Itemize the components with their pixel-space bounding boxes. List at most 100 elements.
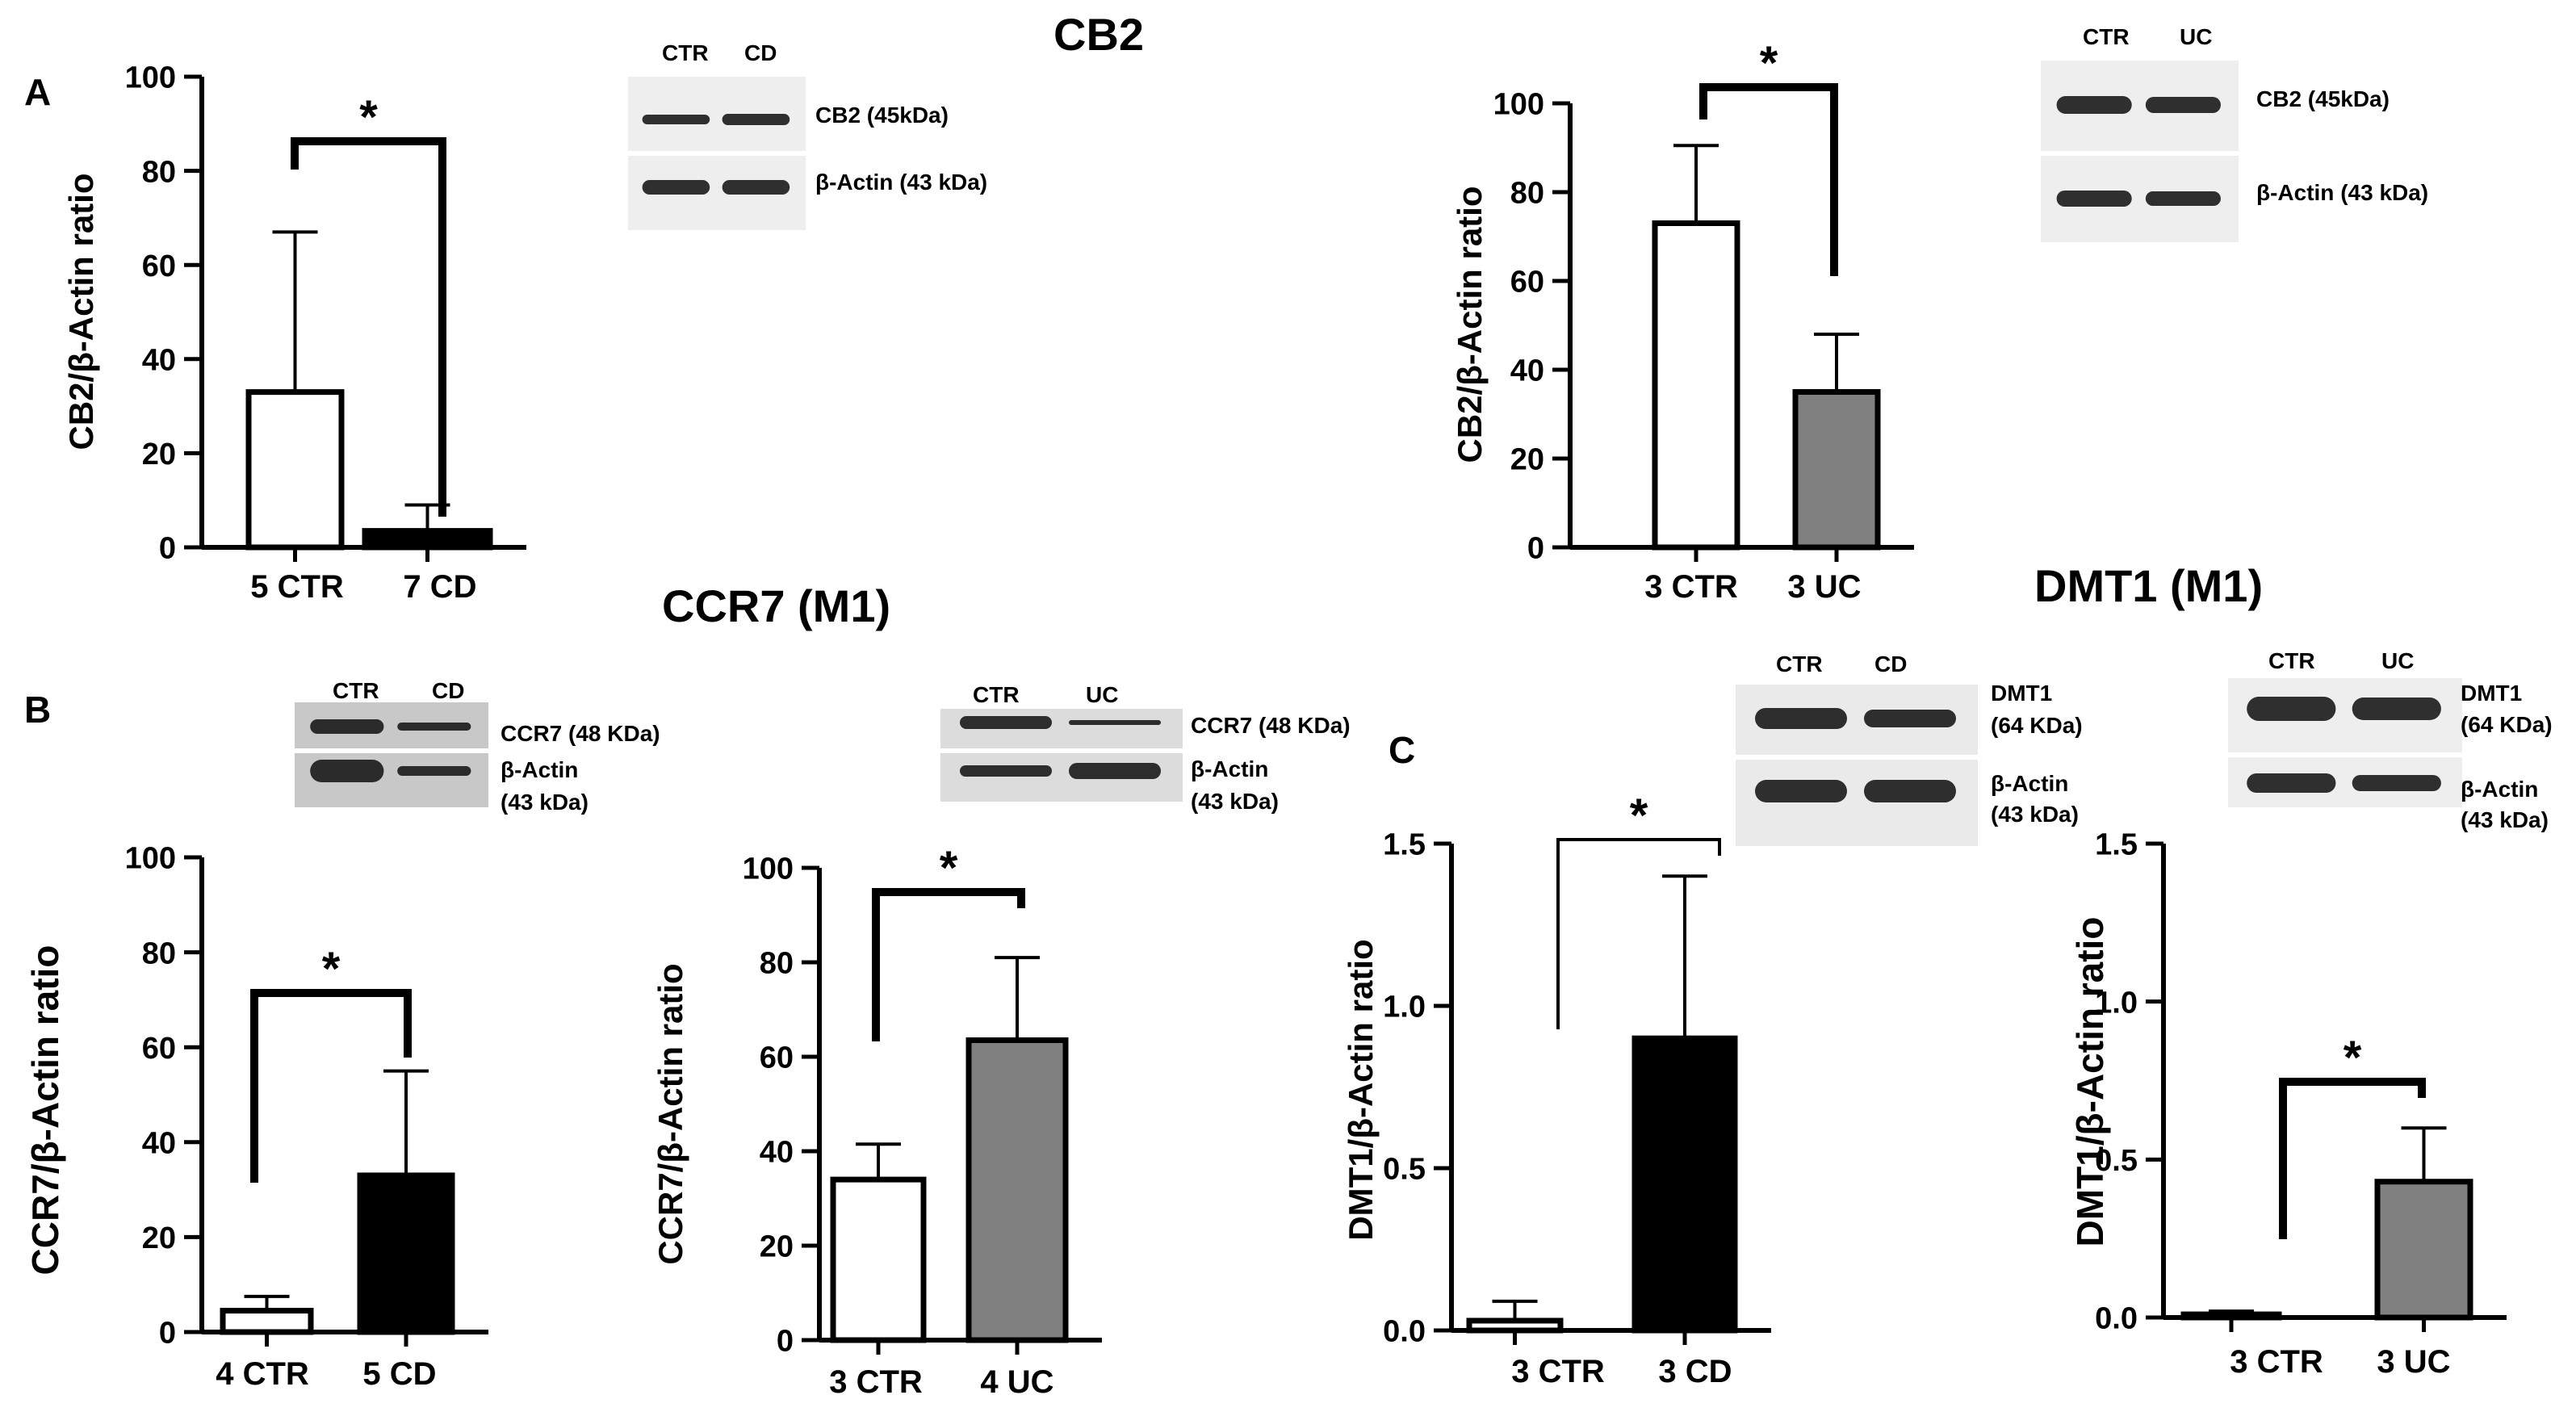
- significance-bracket: [2279, 1078, 2426, 1239]
- blot-band: [310, 760, 384, 782]
- blot-protein-label: CB2 (45kDa): [815, 103, 949, 128]
- significance-bracket: [1699, 83, 1838, 276]
- blot-membrane-bottom: [1736, 760, 1978, 846]
- blot-lane-label: CTR: [1776, 651, 1823, 677]
- blot-protein-label: DMT1: [1991, 681, 2052, 706]
- y-tick-label: 0.0: [2095, 1302, 2138, 1336]
- y-tick-label: 60: [760, 1041, 794, 1075]
- blot-lane-label: CD: [1874, 651, 1907, 677]
- y-tick-label: 0.5: [2095, 1144, 2138, 1178]
- y-axis-label: CCR7/β-Actin ratio: [651, 963, 689, 1264]
- western-blots: CTR CD CB2 (45kDa) β-Actin (43 kDa) CTR UC CB2…: [295, 24, 2553, 846]
- blot-c_uc: CTR UC DMT1 (64 KDa) β-Actin (43 kDa): [2228, 648, 2553, 832]
- bar-5-cd: [357, 1172, 455, 1335]
- y-tick-label: 40: [142, 343, 176, 377]
- y-tick-label: 20: [142, 438, 176, 471]
- blot-band: [2056, 96, 2132, 114]
- blot-lane-label: UC: [2180, 24, 2212, 49]
- category-label: 5 CTR: [250, 569, 344, 605]
- y-tick-label: 60: [142, 249, 176, 283]
- blot-c_cd: CTR CD DMT1 (64 KDa) β-Actin (43 kDa): [1736, 651, 2083, 846]
- y-axis-label: CB2/β-Actin ratio: [1451, 186, 1489, 463]
- y-axis-label: DMT1/β-Actin ratio: [1342, 939, 1380, 1240]
- bar-3-ctr: [1466, 1318, 1564, 1334]
- blot-lane-label: UC: [1086, 682, 1118, 707]
- y-tick-label: 1.0: [2095, 986, 2138, 1020]
- category-label: 7 CD: [403, 569, 476, 605]
- blot-a_cd: CTR CD CB2 (45kDa) β-Actin (43 kDa): [628, 40, 987, 230]
- category-label: 5 CD: [362, 1356, 436, 1392]
- blot-protein-label: CCR7 (48 KDa): [501, 721, 660, 746]
- blot-band: [960, 765, 1052, 777]
- blot-lane-label: CTR: [2268, 648, 2315, 673]
- section-title-cb2: CB2: [1053, 9, 1144, 60]
- blot-band: [2247, 697, 2336, 721]
- bar-3-ctr: [1652, 220, 1740, 551]
- blot-protein-label: β-Actin (43 kDa): [2256, 180, 2428, 205]
- category-label: 3 UC: [1787, 569, 1861, 605]
- bar-7-cd: [362, 528, 493, 551]
- bar-3-cd: [1631, 1035, 1738, 1334]
- significance-star: *: [1630, 790, 1648, 842]
- category-label: 3 CD: [1658, 1354, 1732, 1389]
- significance-star: *: [940, 842, 958, 894]
- blot-band: [1069, 763, 1161, 779]
- significance-bracket: [250, 989, 412, 1183]
- blot-band: [642, 180, 710, 195]
- blot-lane-label: CTR: [333, 678, 379, 703]
- y-tick-label: 20: [1510, 443, 1544, 477]
- significance-bracket: [1556, 838, 1721, 1029]
- category-label: 4 UC: [980, 1364, 1053, 1400]
- bar-4-uc: [965, 1037, 1069, 1343]
- blot-protein-label: β-Actin: [501, 757, 578, 782]
- chart-b_cd: 0 20 40 60 80 100 4 CTR 5 CD CCR7/β-Actin ratio *: [24, 842, 488, 1392]
- chart-b_uc: 0 20 40 60 80 100 3 CTR 4 UC CCR7/β-Actin ratio *: [651, 842, 1102, 1400]
- blot-protein-label: (43 kDa): [2461, 807, 2549, 832]
- y-tick-label: 80: [760, 947, 794, 981]
- y-tick-label: 100: [1493, 88, 1544, 122]
- significance-star: *: [2344, 1032, 2362, 1084]
- blot-band: [397, 723, 471, 731]
- y-tick-label: 0: [159, 1317, 176, 1351]
- significance-star: *: [359, 91, 378, 144]
- blot-band: [1755, 708, 1847, 729]
- blot-band: [2145, 97, 2221, 113]
- y-tick-label: 1.5: [1383, 828, 1426, 862]
- bar-3-uc: [2374, 1179, 2473, 1321]
- blot-lane-label: UC: [2381, 648, 2414, 673]
- blot-protein-label: β-Actin: [1991, 771, 2068, 796]
- blot-band: [2352, 698, 2441, 720]
- y-tick-label: 60: [1510, 266, 1544, 300]
- blot-band: [310, 719, 384, 734]
- blot-lane-label: CTR: [2083, 24, 2130, 49]
- blot-band: [1864, 780, 1956, 802]
- bar-3-ctr: [2180, 1311, 2282, 1321]
- blot-b_cd: CTR CD CCR7 (48 KDa) β-Actin (43 kDa): [295, 678, 660, 815]
- bar-5-ctr: [245, 389, 345, 551]
- y-tick-label: 40: [760, 1136, 794, 1170]
- chart-c_cd: 0.0 0.5 1.0 1.5 3 CTR 3 CD DMT1/β-Actin ratio *: [1342, 790, 1771, 1389]
- y-tick-label: 100: [125, 61, 176, 95]
- blot-protein-label: DMT1: [2461, 681, 2522, 706]
- blot-lane-label: CTR: [662, 40, 709, 65]
- bar-charts: 0 20 40 60 80 100 5 CTR 7 CD CB2/β-Actin ratio * 0…: [24, 37, 2507, 1400]
- panel-letter-c: C: [1389, 729, 1415, 771]
- bar-3-uc: [1792, 389, 1881, 551]
- category-label: 4 CTR: [216, 1356, 309, 1392]
- y-tick-label: 20: [142, 1221, 176, 1255]
- blot-b_uc: CTR UC CCR7 (48 KDa) β-Actin (43 kDa): [940, 682, 1351, 814]
- blot-lane-label: CD: [744, 40, 777, 65]
- significance-bracket: [872, 888, 1025, 1041]
- blot-protein-label: β-Actin (43 kDa): [815, 170, 987, 195]
- y-tick-label: 80: [142, 936, 176, 970]
- blot-lane-label: CTR: [973, 682, 1020, 707]
- y-tick-label: 1.0: [1383, 991, 1426, 1024]
- section-title-dmt1: DMT1 (M1): [2034, 560, 2263, 611]
- blot-protein-label: β-Actin: [1191, 756, 1268, 781]
- significance-star: *: [1760, 37, 1778, 90]
- y-tick-label: 40: [142, 1126, 176, 1160]
- y-tick-label: 0.0: [1383, 1315, 1426, 1349]
- category-label: 3 CTR: [829, 1364, 923, 1400]
- panel-letter-a: A: [24, 71, 51, 113]
